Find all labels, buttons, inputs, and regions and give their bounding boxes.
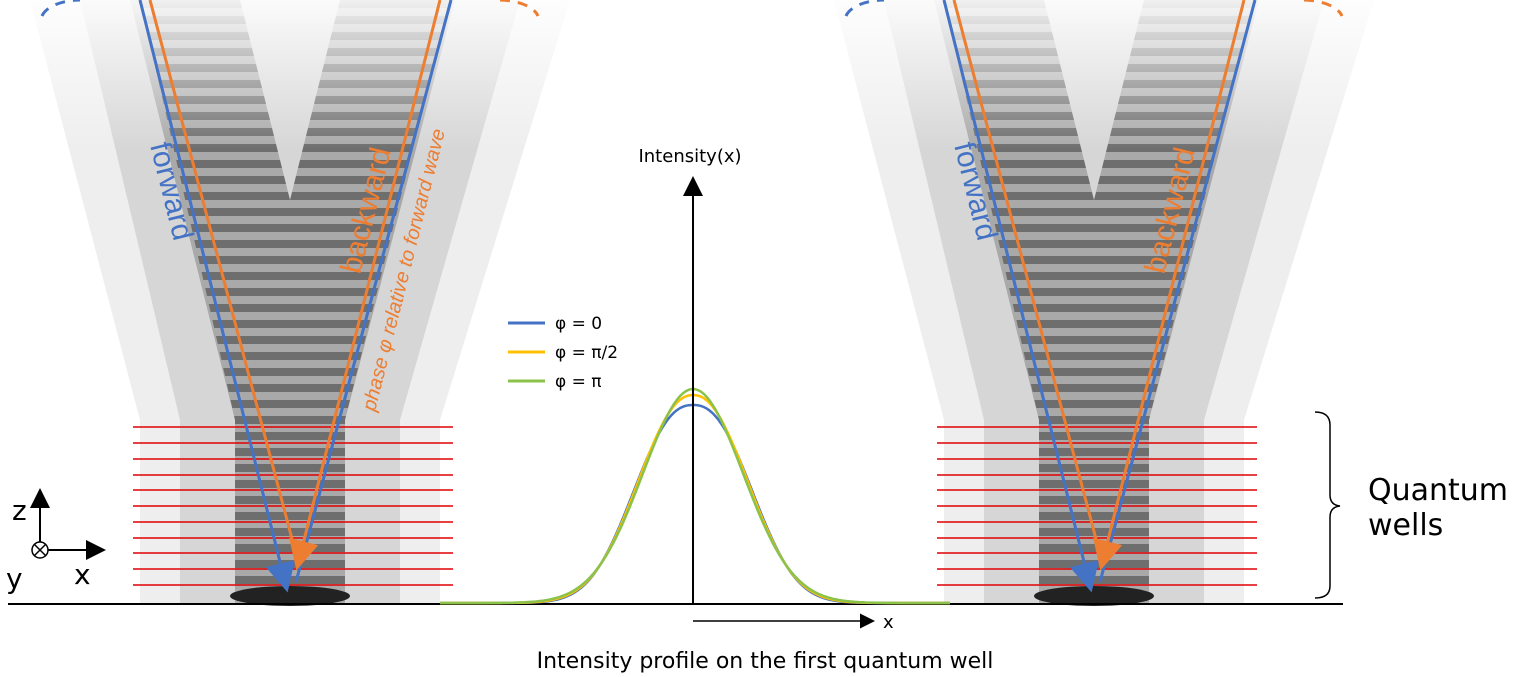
- legend-label: φ = π: [555, 372, 602, 392]
- x-axis-label: x: [883, 612, 894, 633]
- y-label: y: [6, 562, 23, 595]
- x-label: x: [74, 558, 91, 591]
- z-label: z: [12, 494, 27, 527]
- label-line: Quantum: [1368, 473, 1508, 508]
- caption: Intensity profile on the first quantum w…: [537, 649, 994, 674]
- profile-curve: [440, 393, 950, 605]
- quantum-wells-label: Quantum wells: [1368, 473, 1518, 543]
- legend: φ = 0 φ = π/2 φ = π: [508, 314, 618, 392]
- brace: [1314, 411, 1341, 599]
- profile-curves: [440, 387, 950, 605]
- axes-icon: [30, 488, 106, 560]
- label-line: wells: [1368, 508, 1443, 543]
- right-panel: forward backward: [804, 0, 1384, 606]
- legend-label: φ = π/2: [555, 343, 618, 363]
- profile-curve: [440, 403, 950, 605]
- left-panel: forward backward phase φ relative to for…: [0, 0, 580, 606]
- y-axis-label: Intensity(x): [638, 146, 741, 167]
- legend-label: φ = 0: [555, 314, 602, 334]
- profile-curve: [440, 387, 950, 605]
